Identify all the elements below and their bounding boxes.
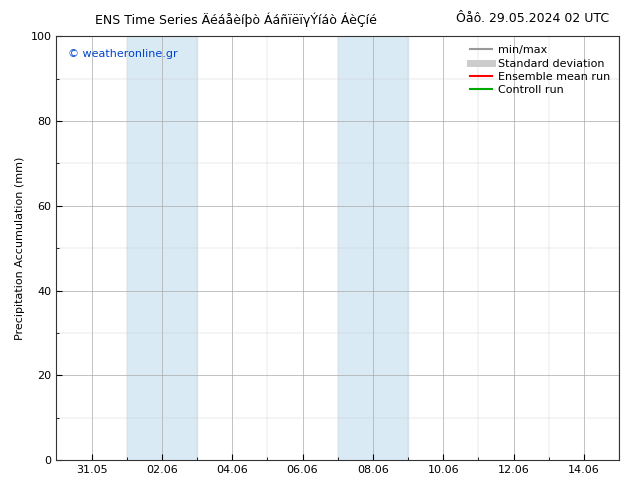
Legend: min/max, Standard deviation, Ensemble mean run, Controll run: min/max, Standard deviation, Ensemble me… bbox=[467, 42, 614, 99]
Text: ENS Time Series Äéáåèíþò ÁáñïëïγÝíáò ÁèÇíé: ENS Time Series Äéáåèíþò ÁáñïëïγÝíáò ÁèÇ… bbox=[95, 12, 377, 27]
Y-axis label: Precipitation Accumulation (mm): Precipitation Accumulation (mm) bbox=[15, 156, 25, 340]
Text: Ôåô. 29.05.2024 02 UTC: Ôåô. 29.05.2024 02 UTC bbox=[456, 12, 610, 25]
Text: © weatheronline.gr: © weatheronline.gr bbox=[68, 49, 178, 59]
Bar bbox=[127, 36, 197, 460]
Bar bbox=[338, 36, 408, 460]
